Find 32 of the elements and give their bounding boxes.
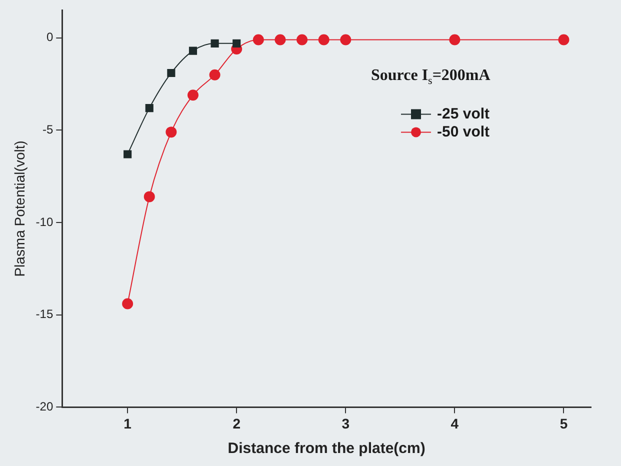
point: [318, 34, 330, 46]
y-tick-label: -15: [36, 307, 54, 322]
point: [187, 90, 198, 101]
point: [296, 34, 308, 46]
point: [145, 104, 154, 112]
point: [232, 39, 241, 48]
x-tick-label: 2: [232, 415, 241, 432]
x-tick-label: 5: [560, 415, 568, 432]
point: [558, 34, 570, 46]
point: [167, 68, 176, 78]
y-tick-label: -20: [36, 400, 54, 414]
point: [252, 34, 264, 46]
legend-label: -50 volt: [437, 123, 490, 140]
x-tick-label: 1: [124, 415, 132, 432]
y-tick-label: -5: [42, 122, 54, 137]
y-tick-label: -10: [36, 214, 54, 229]
x-tick-label: 4: [450, 415, 459, 432]
point: [209, 69, 220, 80]
point: [274, 34, 286, 46]
point: [210, 39, 219, 48]
x-axis-title: Distance from the plate(cm): [228, 440, 426, 458]
point: [124, 150, 132, 158]
point: [166, 126, 177, 138]
point: [188, 46, 198, 55]
x-tick-label: 3: [342, 415, 350, 432]
y-axis-title: Plasma Potential(volt): [11, 140, 28, 277]
legend-label: -25 volt: [437, 105, 490, 122]
point: [449, 34, 460, 46]
point: [122, 298, 134, 310]
point: [144, 191, 155, 202]
point: [340, 34, 352, 46]
y-tick-label: 0: [46, 30, 54, 44]
